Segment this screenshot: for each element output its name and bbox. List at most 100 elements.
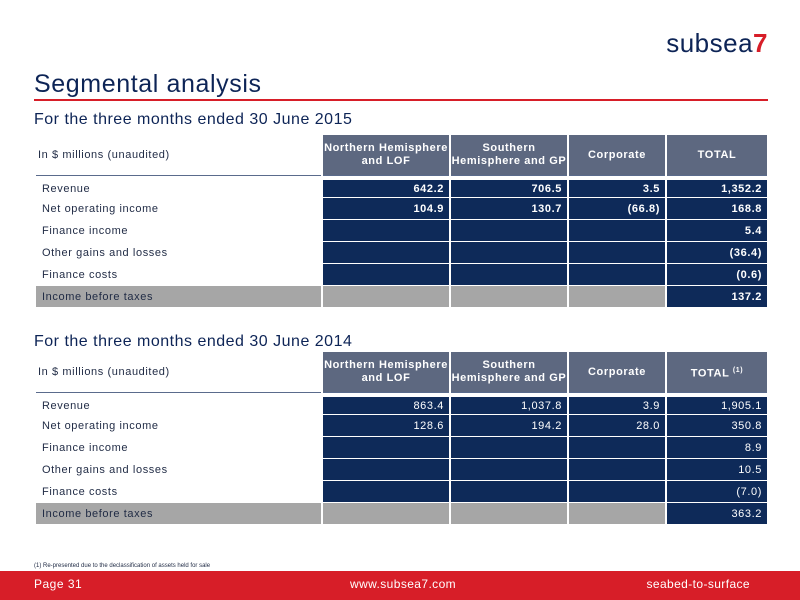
table-row: Finance costs (7.0): [36, 481, 767, 503]
footnote-marker: (1): [732, 366, 744, 374]
cell-value: [569, 220, 665, 242]
cell-value: 350.8: [667, 415, 767, 437]
page-number: Page 31: [34, 577, 83, 591]
cell-value: [569, 437, 665, 459]
total-header-label: TOTAL: [690, 367, 730, 380]
cell-value: 8.9: [667, 437, 767, 459]
segment-table-2015: In $ millions (unaudited) Northern Hemis…: [34, 135, 769, 308]
row-label: Revenue: [36, 176, 321, 198]
cell-value: 863.4: [323, 393, 449, 415]
row-label: Finance costs: [36, 481, 321, 503]
cell-value: [569, 503, 665, 525]
cell-value: 168.8: [667, 198, 767, 220]
logo-seven: 7: [753, 28, 768, 58]
cell-value: [569, 264, 665, 286]
cell-value: 3.5: [569, 176, 665, 198]
table-row: Other gains and losses 10.5: [36, 459, 767, 481]
table-row: Revenue 642.2 706.5 3.5 1,352.2: [36, 176, 767, 198]
cell-value: (7.0): [667, 481, 767, 503]
table-row: Other gains and losses (36.4): [36, 242, 767, 264]
cell-value: [323, 437, 449, 459]
cell-value: [323, 220, 449, 242]
table-row: Finance income 5.4: [36, 220, 767, 242]
tagline: seabed-to-surface: [646, 577, 750, 591]
title-divider: [34, 99, 768, 101]
row-label: Income before taxes: [36, 503, 321, 525]
cell-value: [451, 220, 567, 242]
page-title: Segmental analysis: [34, 70, 262, 98]
cell-value: 137.2: [667, 286, 767, 308]
column-header-corporate: Corporate: [569, 135, 665, 176]
cell-value: 642.2: [323, 176, 449, 198]
cell-value: [451, 503, 567, 525]
column-header-northern: Northern Hemisphere and LOF: [323, 135, 449, 176]
table-row: Net operating income 128.6 194.2 28.0 35…: [36, 415, 767, 437]
table-row-total: Income before taxes 137.2: [36, 286, 767, 308]
row-label: Net operating income: [36, 415, 321, 437]
cell-value: [569, 286, 665, 308]
units-label: In $ millions (unaudited): [36, 135, 321, 176]
cell-value: [451, 459, 567, 481]
table-header-row: In $ millions (unaudited) Northern Hemis…: [36, 135, 767, 176]
cell-value: 104.9: [323, 198, 449, 220]
column-header-southern: Southern Hemisphere and GP: [451, 352, 567, 393]
cell-value: 28.0: [569, 415, 665, 437]
section-title-2014: For the three months ended 30 June 2014: [34, 333, 353, 350]
cell-value: 10.5: [667, 459, 767, 481]
column-header-northern: Northern Hemisphere and LOF: [323, 352, 449, 393]
section-title-2015: For the three months ended 30 June 2015: [34, 111, 353, 128]
cell-value: 363.2: [667, 503, 767, 525]
cell-value: 5.4: [667, 220, 767, 242]
row-label: Revenue: [36, 393, 321, 415]
table-row-total: Income before taxes 363.2: [36, 503, 767, 525]
cell-value: [451, 242, 567, 264]
row-label: Finance income: [36, 437, 321, 459]
row-label: Finance costs: [36, 264, 321, 286]
cell-value: [323, 264, 449, 286]
total-header-label: TOTAL: [697, 148, 737, 161]
logo-word: subsea: [666, 28, 754, 58]
cell-value: [451, 264, 567, 286]
cell-value: [323, 286, 449, 308]
cell-value: (36.4): [667, 242, 767, 264]
table-row: Net operating income 104.9 130.7 (66.8) …: [36, 198, 767, 220]
cell-value: (66.8): [569, 198, 665, 220]
cell-value: 1,037.8: [451, 393, 567, 415]
cell-value: 128.6: [323, 415, 449, 437]
cell-value: [323, 459, 449, 481]
company-logo: subsea7: [666, 28, 768, 59]
column-header-total: TOTAL: [667, 135, 767, 176]
cell-value: 3.9: [569, 393, 665, 415]
column-header-southern: Southern Hemisphere and GP: [451, 135, 567, 176]
table-header-row: In $ millions (unaudited) Northern Hemis…: [36, 352, 767, 393]
cell-value: 194.2: [451, 415, 567, 437]
cell-value: [451, 481, 567, 503]
segment-table-2014: In $ millions (unaudited) Northern Hemis…: [34, 352, 769, 525]
cell-value: [451, 437, 567, 459]
cell-value: [569, 459, 665, 481]
row-label: Net operating income: [36, 198, 321, 220]
cell-value: [569, 481, 665, 503]
units-label: In $ millions (unaudited): [36, 352, 321, 393]
cell-value: [451, 286, 567, 308]
footer-bar: Page 31 www.subsea7.com seabed-to-surfac…: [0, 571, 800, 600]
column-header-total: TOTAL (1): [667, 352, 767, 393]
cell-value: 706.5: [451, 176, 567, 198]
cell-value: 1,905.1: [667, 393, 767, 415]
table-row: Finance income 8.9: [36, 437, 767, 459]
column-header-corporate: Corporate: [569, 352, 665, 393]
cell-value: (0.6): [667, 264, 767, 286]
row-label: Other gains and losses: [36, 459, 321, 481]
cell-value: 1,352.2: [667, 176, 767, 198]
table-row: Revenue 863.4 1,037.8 3.9 1,905.1: [36, 393, 767, 415]
website-link[interactable]: www.subsea7.com: [350, 577, 457, 591]
row-label: Other gains and losses: [36, 242, 321, 264]
row-label: Finance income: [36, 220, 321, 242]
table-row: Finance costs (0.6): [36, 264, 767, 286]
row-label: Income before taxes: [36, 286, 321, 308]
cell-value: [323, 242, 449, 264]
cell-value: [323, 503, 449, 525]
cell-value: [323, 481, 449, 503]
cell-value: 130.7: [451, 198, 567, 220]
cell-value: [569, 242, 665, 264]
